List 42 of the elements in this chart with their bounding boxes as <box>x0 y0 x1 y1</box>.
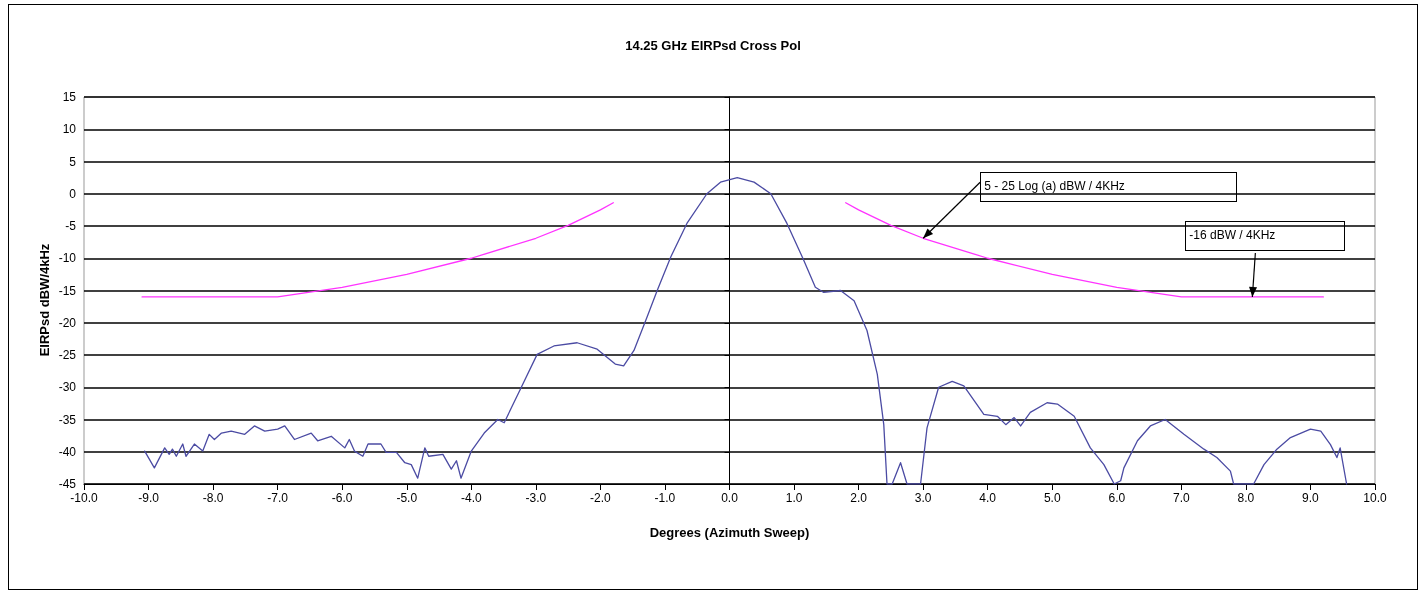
x-tick-label: 8.0 <box>1237 491 1255 505</box>
x-tick-label: -3.0 <box>525 491 547 505</box>
x-tick-label: -4.0 <box>460 491 482 505</box>
y-tick-label: 5 <box>69 154 77 169</box>
y-tick-label: -15 <box>58 283 77 298</box>
x-axis-title: Degrees (Azimuth Sweep) <box>649 525 810 540</box>
x-tick-label: -1.0 <box>654 491 676 505</box>
y-tick-label: -5 <box>65 219 77 233</box>
text-box: 5 - 25 Log (a) dBW / 4KHz <box>980 172 1238 203</box>
x-tick-label: 10.0 <box>1363 491 1387 505</box>
x-tick-label: -9.0 <box>138 491 160 505</box>
annotation: 5 - 25 Log (a) dBW / 4KHz <box>984 179 1125 194</box>
x-tick-label: 2.0 <box>850 491 868 505</box>
x-tick-label: 7.0 <box>1173 491 1191 505</box>
y-tick-label: -20 <box>58 315 77 330</box>
x-tick-label: 5.0 <box>1043 491 1061 505</box>
text-box: -16 dBW / 4KHz <box>1185 220 1346 251</box>
x-tick-label: -10.0 <box>70 491 98 505</box>
x-tick-label: 1.0 <box>785 491 803 505</box>
y-tick-label: -45 <box>58 477 77 491</box>
x-tick-label: 9.0 <box>1302 491 1320 505</box>
annotation: -16 dBW / 4KHz <box>1189 227 1276 242</box>
y-tick-label: -30 <box>58 380 77 395</box>
x-tick-label: -2.0 <box>590 491 612 505</box>
x-tick-label: -8.0 <box>202 491 224 505</box>
y-tick-label: -25 <box>58 348 77 362</box>
x-tick-label: 3.0 <box>914 491 932 505</box>
x-tick-label: 0.0 <box>721 491 739 505</box>
x-tick-label: -5.0 <box>396 491 418 505</box>
x-tick-label: 4.0 <box>979 491 997 505</box>
y-tick-label: -10 <box>58 251 77 266</box>
y-tick-label: -35 <box>58 412 77 427</box>
y-tick-label: 10 <box>62 122 77 137</box>
y-axis-title: EIRPsd dBW/4kHz <box>36 243 52 357</box>
line-series <box>144 176 1348 485</box>
x-tick-label: 6.0 <box>1108 491 1126 505</box>
chart-title: 14.25 GHz EIRPsd Cross Pol <box>625 38 801 53</box>
y-tick-label: 15 <box>62 90 77 104</box>
x-tick-label: -6.0 <box>331 491 353 505</box>
y-tick-label: 0 <box>69 186 77 201</box>
y-tick-label: -40 <box>58 444 77 459</box>
x-tick-label: -7.0 <box>267 491 289 505</box>
